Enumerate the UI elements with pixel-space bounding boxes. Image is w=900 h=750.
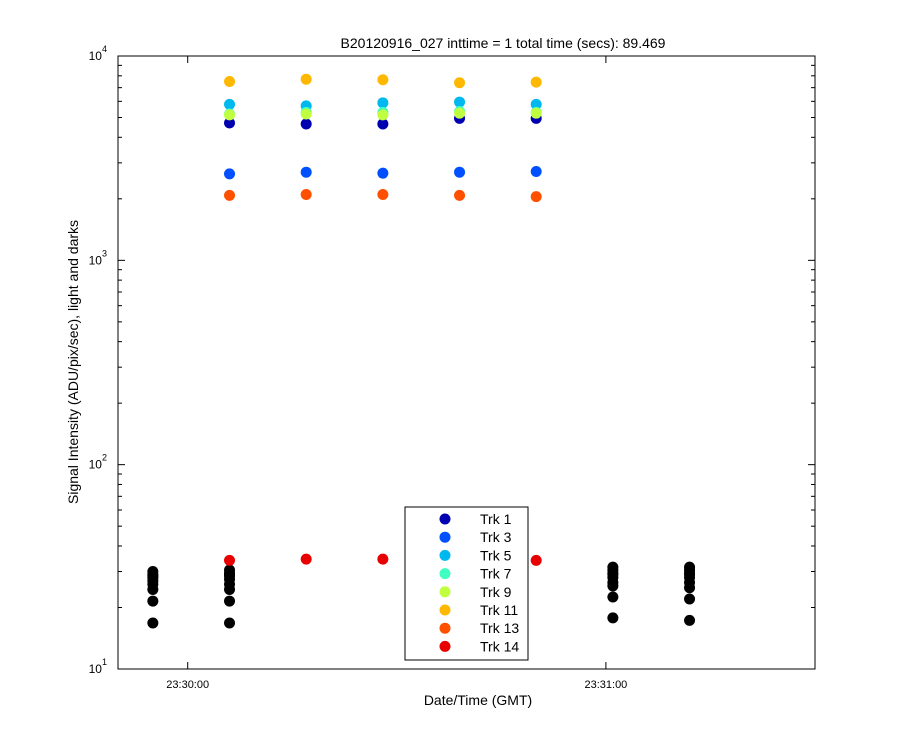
y-tick-label: 102 — [89, 453, 107, 472]
point-trk-9 — [377, 109, 389, 121]
legend-label-trk-9: Trk 9 — [480, 584, 512, 600]
point-trk-5 — [530, 98, 542, 110]
point-trk-14 — [377, 553, 389, 565]
point-trk-11 — [377, 74, 389, 86]
legend-label-trk-1: Trk 1 — [480, 511, 512, 527]
dark-point — [684, 582, 696, 594]
point-trk-1 — [224, 117, 236, 129]
y-tick-exponent: 2 — [102, 453, 107, 463]
y-tick-label: 103 — [89, 248, 107, 267]
point-trk-3 — [454, 166, 466, 178]
point-trk-11 — [454, 77, 466, 89]
legend-marker-trk-7 — [439, 568, 451, 580]
point-trk-11 — [224, 76, 236, 88]
x-tick-label: 23:31:00 — [584, 679, 627, 691]
chart-title: B20120916_027 inttime = 1 total time (se… — [341, 35, 666, 51]
dark-point — [224, 595, 236, 607]
dark-point — [607, 580, 619, 592]
legend-label-trk-14: Trk 14 — [480, 638, 519, 654]
legend-marker-trk-5 — [439, 549, 451, 561]
point-trk-13 — [224, 189, 236, 201]
legend-label-trk-13: Trk 13 — [480, 620, 519, 636]
legend-marker-trk-11 — [439, 604, 451, 616]
legend-label-trk-11: Trk 11 — [480, 602, 518, 618]
legend-label-trk-3: Trk 3 — [480, 529, 512, 545]
y-tick-label: 101 — [89, 657, 107, 676]
data-points — [147, 73, 696, 629]
x-tick-labels: 23:30:00 23:31:00 — [166, 679, 627, 691]
x-axis-label: Date/Time (GMT) — [424, 692, 532, 708]
point-trk-5 — [377, 97, 389, 109]
legend-label-trk-7: Trk 7 — [480, 566, 512, 582]
axis-ticks — [118, 55, 815, 670]
point-trk-13 — [377, 188, 389, 200]
point-trk-9 — [224, 109, 236, 121]
point-trk-5 — [224, 98, 236, 110]
point-trk-9 — [300, 108, 312, 120]
point-trk-3 — [377, 167, 389, 179]
y-axis-label: Signal Intensity (ADU/pix/sec), light an… — [65, 220, 81, 504]
point-trk-5 — [454, 96, 466, 108]
point-trk-14 — [530, 554, 542, 566]
dark-point — [684, 593, 696, 605]
point-trk-1 — [300, 118, 312, 130]
legend-items: Trk 1 Trk 3 Trk 5 Trk 7 Trk 9 Trk 11 Trk 13 Trk… — [439, 511, 519, 654]
point-trk-3 — [530, 166, 542, 178]
point-trk-14 — [300, 553, 312, 565]
point-trk-11 — [530, 76, 542, 88]
point-trk-14 — [224, 554, 236, 566]
y-tick-exponent: 3 — [102, 248, 107, 258]
point-trk-13 — [530, 191, 542, 203]
legend-label-trk-5: Trk 5 — [480, 547, 512, 563]
legend-marker-trk-13 — [439, 622, 451, 634]
point-trk-1 — [377, 118, 389, 130]
dark-point — [224, 583, 236, 595]
y-tick-labels: 101 102 103 104 — [89, 44, 107, 676]
y-tick-exponent: 4 — [102, 44, 107, 54]
point-trk-13 — [300, 188, 312, 200]
point-trk-9 — [454, 107, 466, 119]
dark-point — [224, 617, 236, 629]
legend-marker-trk-3 — [439, 531, 451, 543]
dark-point — [147, 583, 159, 595]
legend-box — [404, 506, 529, 661]
legend-marker-trk-14 — [439, 640, 451, 652]
legend-marker-trk-9 — [439, 586, 451, 598]
y-tick-exponent: 1 — [102, 657, 107, 667]
point-trk-3 — [300, 166, 312, 178]
point-trk-13 — [454, 189, 466, 201]
point-trk-3 — [224, 168, 236, 180]
point-trk-11 — [300, 73, 312, 85]
legend: Trk 1 Trk 3 Trk 5 Trk 7 Trk 9 Trk 11 Trk 13 Trk… — [404, 506, 529, 661]
dark-point — [607, 612, 619, 624]
x-tick-label: 23:30:00 — [166, 679, 209, 691]
dark-point — [147, 595, 159, 607]
dark-point — [147, 617, 159, 629]
legend-marker-trk-1 — [439, 513, 451, 525]
y-tick-label: 104 — [89, 44, 107, 63]
dark-point — [684, 614, 696, 626]
dark-point — [607, 591, 619, 603]
point-trk-9 — [530, 107, 542, 119]
